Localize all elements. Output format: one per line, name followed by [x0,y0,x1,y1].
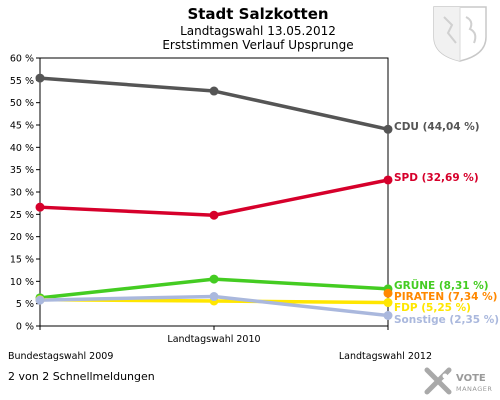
series-label-sonstige: Sonstige (2,35 %) [394,314,499,326]
series-labels: CDU (44,04 %) SPD (32,69 %) GRÜNE (8,31 %)… [394,121,499,326]
brand-name: VOTE [456,373,486,384]
data-point-cdu [35,73,45,83]
coat-of-arms-icon [433,6,487,62]
y-tick-label: 25 % [10,210,34,221]
data-point-sonstige [383,311,393,321]
data-point-spd [383,175,393,185]
y-tick-label: 20 % [10,232,34,243]
vote-manager-logo: VOTE MANAGER [424,367,492,395]
x-tick-label: Bundestagswahl 2009 [8,351,113,362]
y-tick-label: 45 % [10,121,34,132]
y-tick-label: 55 % [10,76,34,87]
x-tick-label: Landtagswahl 2012 [339,351,432,362]
series-label-fdp: FDP (5,25 %) [394,302,471,314]
data-point-sonstige [209,292,219,302]
data-point-sonstige [35,295,45,305]
x-axis: Bundestagswahl 2009 Landtagswahl 2010 Land… [8,326,432,362]
y-tick-label: 40 % [10,143,34,154]
series-label-piraten: PIRATEN (7,34 %) [394,291,497,303]
data-point-gr-ne [209,274,219,284]
y-tick-label: 30 % [10,188,34,199]
data-point-fdp [383,298,393,308]
data-point-cdu [383,124,393,134]
series-label-cdu: CDU (44,04 %) [394,121,480,133]
y-tick-label: 50 % [10,98,34,109]
data-point-spd [209,210,219,220]
x-tick-label: Landtagswahl 2010 [167,334,260,345]
chart-subtitle: Landtagswahl 13.05.2012 [180,24,336,38]
series-label-spd: SPD (32,69 %) [394,172,479,184]
y-tick-label: 0 % [16,322,34,333]
y-tick-label: 10 % [10,277,34,288]
y-tick-label: 60 % [10,54,34,65]
chart-title: Stadt Salzkotten [187,5,328,23]
data-point-cdu [209,86,219,96]
data-point-spd [35,202,45,212]
y-tick-label: 35 % [10,165,34,176]
brand-tagline: MANAGER [456,385,492,393]
series-label-gr-ne: GRÜNE (8,31 %) [394,278,489,292]
data-point-piraten [383,288,393,298]
chart-subtitle-2: Erststimmen Verlauf Upsprunge [162,38,353,52]
series-points [35,73,393,321]
y-axis: 0 % 5 % 10 % 15 % 20 % 25 % 30 % 35 % 40 % 45 % 50… [10,54,40,333]
footer-text: 2 von 2 Schnellmeldungen [8,370,155,383]
y-tick-label: 5 % [16,299,34,310]
x-mark-icon [424,367,452,395]
y-tick-label: 15 % [10,255,34,266]
